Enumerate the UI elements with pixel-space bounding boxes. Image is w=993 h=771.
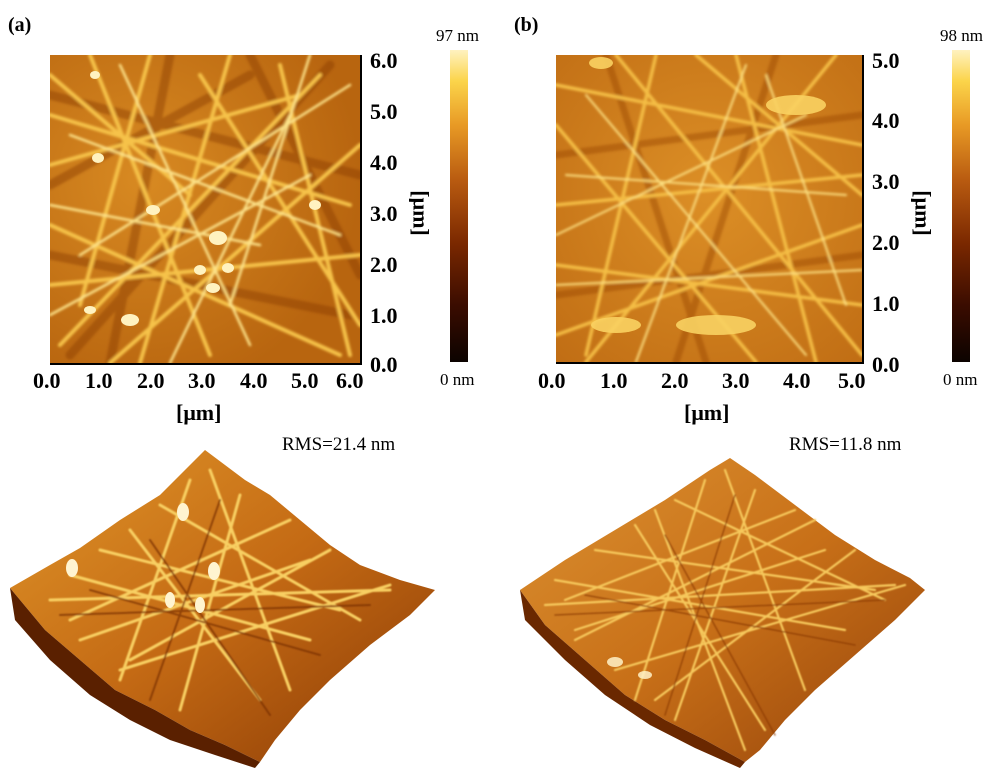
y-tick-b-0: 0.0 [872,352,900,377]
panel-a-label: (a) [8,14,32,36]
y-axis-line-b [862,55,864,362]
x-axis-line-b [556,362,864,364]
x-axis-unit-b: [μm] [684,400,730,425]
y-tick-a-2: 2.0 [370,252,398,277]
x-tick-b-3: 3.0 [722,368,750,393]
x-tick-a-6: 6.0 [336,368,364,393]
y-tick-a-1: 1.0 [370,303,398,328]
rms-value-a: RMS=21.4 nm [282,434,396,455]
x-tick-a-4: 4.0 [240,368,268,393]
y-axis-unit-a: [μm] [408,190,434,236]
x-tick-a-3: 3.0 [188,368,216,393]
y-tick-a-5: 5.0 [370,99,398,124]
x-tick-b-4: 4.0 [783,368,811,393]
y-axis-unit-b: [μm] [910,190,936,236]
x-axis-unit-a: [μm] [176,400,222,425]
x-tick-a-0: 0.0 [33,368,61,393]
colorbar-max-b: 98 nm [940,26,983,45]
afm-3d-surface-a [10,440,440,768]
afm-height-map-a [50,55,360,363]
y-tick-b-4: 4.0 [872,108,900,133]
y-tick-b-2: 2.0 [872,230,900,255]
x-axis-line-a [50,363,362,365]
y-tick-a-4: 4.0 [370,150,398,175]
x-tick-b-2: 2.0 [661,368,689,393]
colorbar-min-b: 0 nm [943,370,978,389]
y-axis-line-a [360,55,362,363]
y-tick-a-0: 0.0 [370,352,398,377]
x-tick-b-0: 0.0 [538,368,566,393]
colorbar-b [952,50,970,362]
y-tick-a-3: 3.0 [370,201,398,226]
y-tick-a-6: 6.0 [370,48,398,73]
colorbar-max-a: 97 nm [436,26,479,45]
y-tick-b-3: 3.0 [872,169,900,194]
y-tick-b-1: 1.0 [872,291,900,316]
x-tick-b-1: 1.0 [600,368,628,393]
afm-height-map-b [556,55,862,362]
afm-3d-surface-b [515,450,945,768]
y-tick-b-5: 5.0 [872,48,900,73]
colorbar-a [450,50,468,362]
x-tick-a-1: 1.0 [85,368,113,393]
rms-value-b: RMS=11.8 nm [789,434,902,455]
x-tick-b-5: 5.0 [838,368,866,393]
panel-b-label: (b) [514,14,539,36]
colorbar-min-a: 0 nm [440,370,475,389]
x-tick-a-5: 5.0 [291,368,319,393]
x-tick-a-2: 2.0 [137,368,165,393]
